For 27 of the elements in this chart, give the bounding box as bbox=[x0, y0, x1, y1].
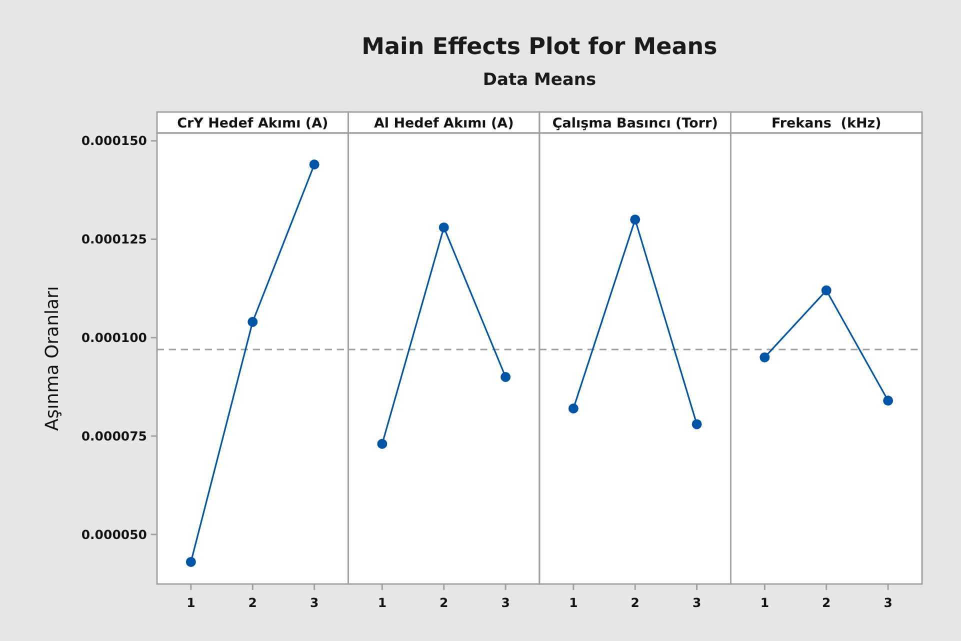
y-tick-label: 0.000100 bbox=[81, 330, 148, 346]
y-tick-label: 0.000150 bbox=[81, 133, 148, 148]
text: Main Effects Plot for Means bbox=[362, 34, 718, 60]
x-tick-label: 3 bbox=[501, 595, 510, 610]
x-tick-label: 1 bbox=[186, 595, 196, 610]
x-tick-label: 2 bbox=[440, 595, 448, 610]
text: Data Means bbox=[482, 70, 596, 90]
x-tick-label: 3 bbox=[884, 595, 892, 610]
chart-title: Al Hedef Akımı (A) bbox=[374, 116, 514, 132]
chart-title: Çalışma Basıncı (Torr) bbox=[552, 116, 718, 132]
x-tick-label: 3 bbox=[310, 595, 319, 610]
x-tick-label: 2 bbox=[630, 595, 640, 610]
x-tick-label: 2 bbox=[822, 595, 831, 610]
x-tick-label: 1 bbox=[569, 595, 578, 610]
y-tick-label: 0.000075 bbox=[81, 428, 147, 444]
y-axis-title: Aşınma Oranları bbox=[42, 286, 63, 431]
chart-title: CrY Hedef Akımı (A) bbox=[177, 116, 328, 132]
point bbox=[309, 159, 320, 170]
x-tick-label: 1 bbox=[760, 595, 770, 610]
chart-title: Frekans (kHz) bbox=[771, 116, 882, 132]
point bbox=[186, 556, 196, 567]
point bbox=[248, 316, 258, 327]
y-tick-label: 0.000050 bbox=[81, 526, 148, 542]
x-tick-label: 3 bbox=[692, 595, 702, 610]
x-tick-label: 1 bbox=[378, 595, 387, 610]
x-tick-label: 2 bbox=[248, 595, 257, 610]
y-tick-label: 0.000125 bbox=[81, 232, 147, 247]
